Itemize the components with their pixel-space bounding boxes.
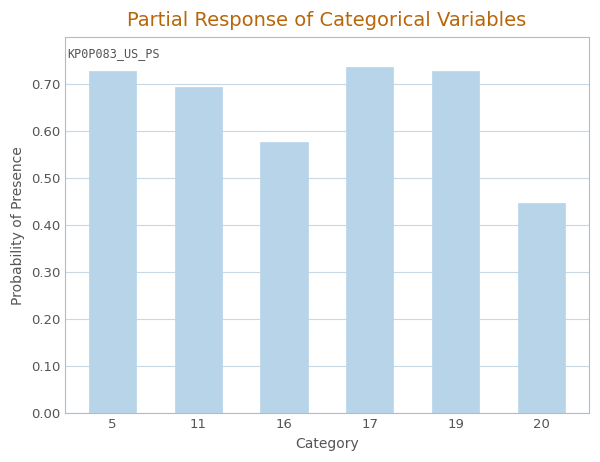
Text: KP0P083_US_PS: KP0P083_US_PS: [68, 47, 160, 60]
Bar: [518, 203, 565, 413]
X-axis label: Category: Category: [295, 437, 359, 451]
Bar: [346, 67, 394, 413]
Title: Partial Response of Categorical Variables: Partial Response of Categorical Variable…: [127, 11, 527, 30]
Bar: [89, 71, 136, 413]
Bar: [432, 71, 479, 413]
Bar: [175, 86, 222, 413]
Y-axis label: Probability of Presence: Probability of Presence: [11, 146, 25, 305]
Bar: [260, 142, 308, 413]
